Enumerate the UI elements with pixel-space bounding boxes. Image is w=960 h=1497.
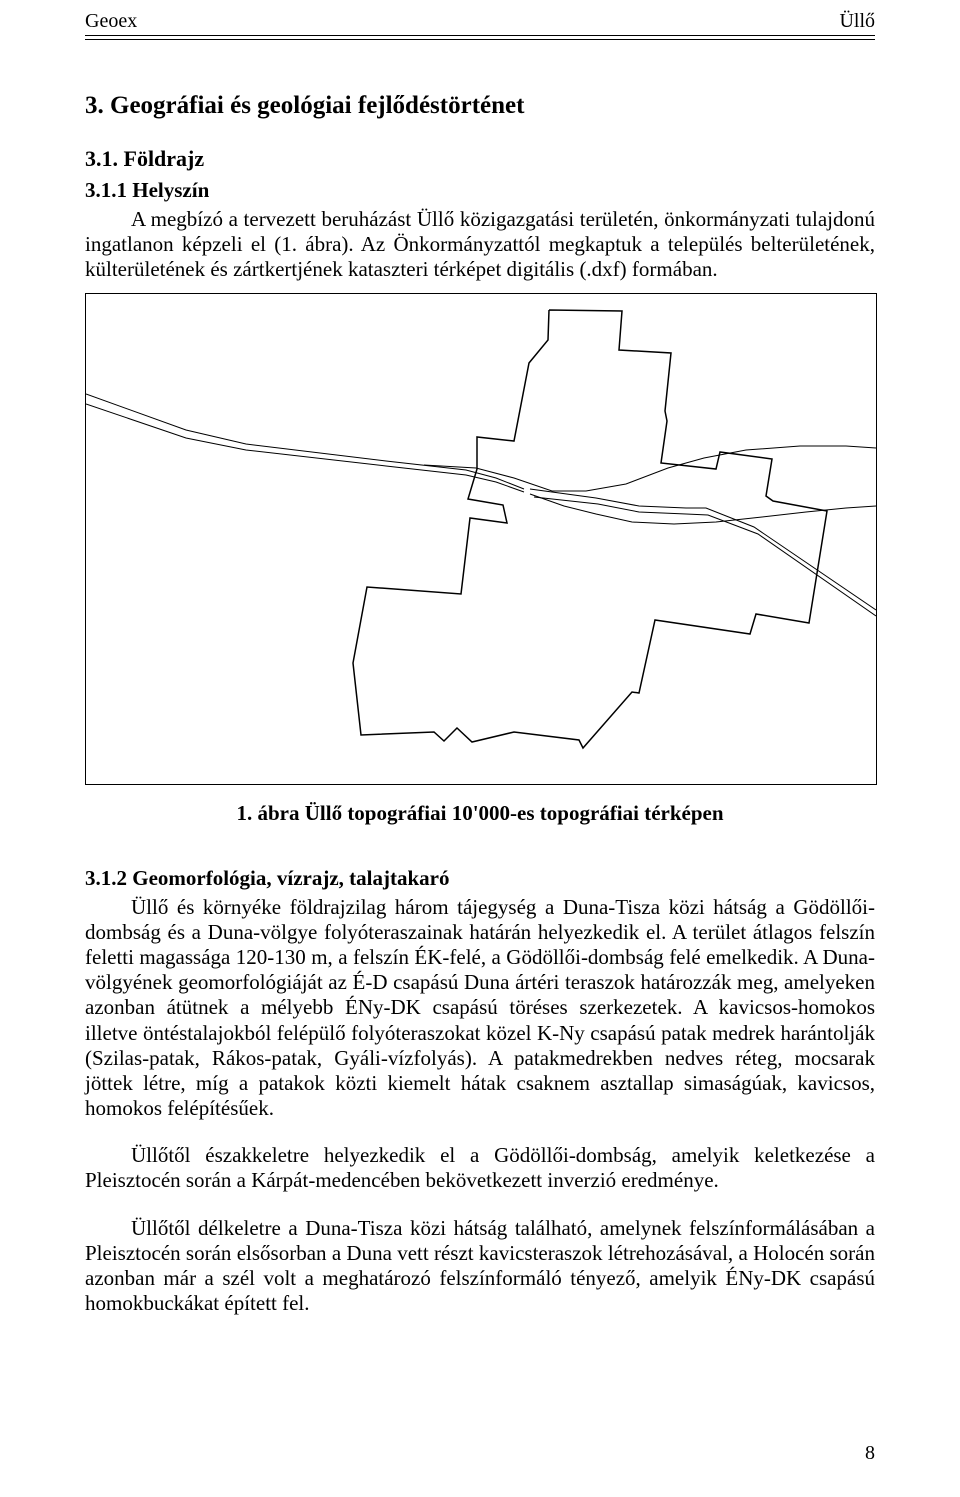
header-right: Üllő	[839, 10, 875, 33]
heading-level-2: 3. Geográfiai és geológiai fejlődéstörté…	[85, 92, 875, 120]
figure-map	[85, 293, 877, 785]
page-number: 8	[865, 1442, 875, 1465]
paragraph: A megbízó a tervezett beruházást Üllő kö…	[85, 207, 875, 283]
heading-level-4: 3.1.1 Helyszín	[85, 178, 875, 203]
paragraph: Üllőtől északkeletre helyezkedik el a Gö…	[85, 1143, 875, 1193]
header-left: Geoex	[85, 10, 137, 33]
map-road-right-a	[530, 489, 876, 610]
paragraph: Üllő és környéke földrajzilag három táje…	[85, 895, 875, 1122]
heading-level-3: 3.1. Földrajz	[85, 146, 875, 172]
heading-level-4: 3.1.2 Geomorfológia, vízrajz, talajtakar…	[85, 866, 875, 891]
map-road-right-b	[534, 497, 876, 616]
figure-caption: 1. ábra Üllő topográfiai 10'000-es topog…	[85, 801, 875, 826]
map-curve-lower	[530, 494, 876, 524]
map-road-left-a	[86, 394, 524, 489]
map-svg	[86, 294, 876, 784]
page-header: Geoex Üllő	[85, 10, 875, 33]
map-outline	[353, 310, 827, 748]
map-curve-upper	[424, 446, 876, 491]
paragraph: Üllőtől délkeletre a Duna-Tisza közi hát…	[85, 1216, 875, 1317]
header-rule	[85, 33, 875, 40]
